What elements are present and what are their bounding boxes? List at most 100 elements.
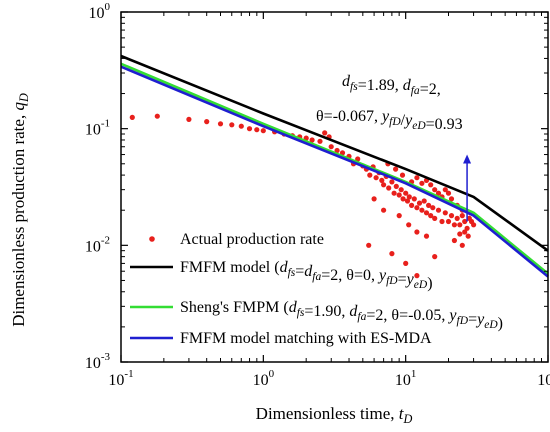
data-point: [462, 229, 468, 235]
data-point: [398, 187, 404, 193]
data-point: [464, 225, 470, 231]
data-point: [442, 210, 448, 216]
data-point: [406, 194, 412, 200]
series-line: [120, 54, 549, 252]
data-point: [396, 192, 402, 198]
data-point: [432, 187, 438, 193]
data-point: [229, 122, 235, 128]
data-point: [396, 213, 402, 219]
x-tick-label: 10-1: [108, 368, 133, 389]
axis-ticks: [120, 11, 549, 363]
data-point: [386, 185, 392, 191]
data-point: [260, 128, 266, 134]
annotation-text-line-2: θ=-0.067, yfD/yeD=0.93: [316, 108, 463, 133]
data-point: [334, 147, 340, 154]
data-point: [246, 126, 253, 132]
data-point: [442, 187, 448, 193]
x-tick-label: 100: [253, 368, 275, 389]
data-point: [435, 190, 442, 196]
y-tick-label: 100: [89, 1, 111, 22]
data-point: [411, 196, 417, 202]
data-point: [423, 233, 430, 239]
data-point: [448, 196, 455, 202]
data-point: [322, 130, 328, 136]
data-point: [416, 200, 423, 206]
data-point: [379, 177, 385, 183]
y-tick-label: 10-1: [85, 118, 110, 139]
data-point: [389, 179, 395, 185]
data-point: [428, 213, 434, 219]
data-point: [309, 137, 315, 143]
data-point: [419, 180, 425, 186]
series-lines: [120, 54, 549, 278]
legend-label: Actual production rate: [180, 231, 324, 248]
data-point: [451, 222, 457, 228]
legend-label: Sheng's FMPM (dfs=1.90, dfa=2, θ=-0.05, …: [180, 299, 503, 332]
data-point: [389, 251, 395, 257]
data-point: [432, 215, 438, 221]
data-point: [454, 215, 460, 221]
annotation: dfs=1.89, dfa=2, θ=-0.067, yfD/yeD=0.93: [316, 73, 472, 222]
data-point: [154, 113, 160, 119]
tick-labels: 10-1 100 101 102 10-3 10-2 10-1 100: [85, 1, 550, 389]
data-point: [371, 196, 377, 202]
data-point: [328, 144, 334, 150]
data-point: [217, 121, 224, 127]
data-point: [457, 222, 463, 228]
x-tick-label: 101: [395, 368, 417, 389]
data-point: [129, 114, 135, 120]
data-point: [393, 166, 399, 172]
annotation-text-line-1: dfs=1.89, dfa=2,: [342, 73, 441, 98]
data-point: [373, 175, 379, 181]
data-point: [393, 183, 399, 189]
series-line: [120, 65, 549, 278]
legend-marker: [149, 236, 155, 242]
data-point: [403, 260, 409, 266]
data-point: [391, 190, 397, 196]
data-point: [448, 213, 455, 219]
y-tick-label: 10-2: [85, 234, 110, 255]
data-point: [404, 198, 411, 204]
data-point: [421, 198, 427, 204]
y-tick-label: 10-3: [85, 351, 111, 372]
data-point: [459, 242, 465, 248]
data-point: [432, 254, 438, 260]
annotation-arrowhead: [463, 154, 472, 164]
data-point: [430, 205, 436, 211]
data-point: [355, 156, 361, 162]
data-point: [399, 172, 406, 178]
x-axis-title: Dimensionless time, tD: [256, 404, 413, 426]
legend-label: FMFM model (dfs=dfa=2, θ=0, yfD=yeD): [180, 259, 433, 292]
data-point: [445, 190, 452, 196]
data-point: [414, 205, 420, 211]
data-point: [423, 210, 430, 216]
data-point: [409, 202, 415, 208]
data-point: [400, 196, 406, 202]
data-point: [381, 182, 387, 188]
data-point: [465, 233, 471, 239]
data-point: [367, 172, 373, 178]
data-point: [406, 222, 412, 228]
data-point: [317, 138, 323, 144]
data-point: [381, 207, 387, 213]
legend: Actual production rate FMFM model (dfs=df…: [130, 231, 503, 347]
data-point: [403, 190, 409, 196]
data-point: [459, 213, 465, 219]
data-point: [426, 202, 432, 208]
data-point: [366, 242, 372, 248]
data-point: [445, 218, 452, 225]
data-point: [419, 207, 425, 213]
plot-area-frame: [120, 11, 549, 363]
data-point: [414, 175, 420, 181]
data-point: [462, 218, 468, 225]
y-axis-title: Dimensionless production rate, qD: [9, 93, 31, 327]
data-point: [428, 182, 434, 188]
data-point: [439, 218, 445, 225]
data-point: [471, 222, 477, 228]
data-point: [238, 123, 244, 129]
data-point: [186, 116, 192, 122]
legend-label: FMFM model matching with ES-MDA: [180, 330, 432, 347]
x-tick-label: 102: [537, 368, 550, 389]
